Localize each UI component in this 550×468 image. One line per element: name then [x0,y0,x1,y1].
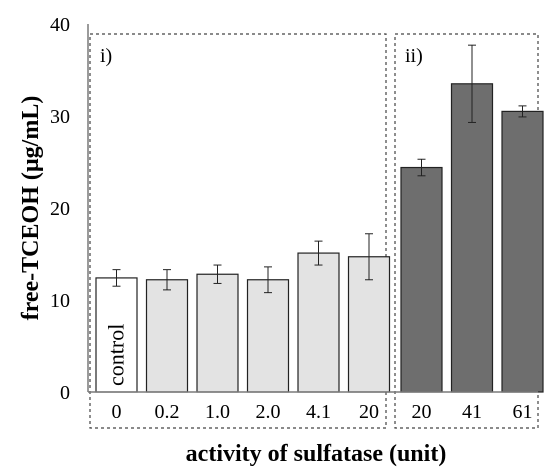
bar [297,252,340,393]
group-box [394,33,539,429]
group-box [89,33,387,429]
x-axis-title: activity of sulfatase (unit) [186,441,447,467]
group-label: ii) [405,45,423,67]
x-tick-label: 4.1 [306,401,331,423]
x-tick-label: 0 [112,401,122,423]
y-tick-label: 0 [60,382,70,404]
bars: control [95,83,544,393]
bar [450,83,494,393]
x-tick-label: 20 [359,401,379,423]
y-axis-title: free-TCEOH (µg/mL) [18,96,44,321]
bar [400,166,443,393]
bar [145,279,189,393]
bar [246,279,290,393]
x-tick-label: 20 [412,401,432,423]
x-tick-label: 41 [462,401,482,423]
x-tick-labels: 0 0.2 1.0 2.0 4.1 20 20 41 61 [112,401,533,423]
bar [95,277,138,393]
bar [501,110,544,393]
error-bars [112,44,527,294]
x-tick-label: 0.2 [155,401,180,423]
control-bar-label: control [104,324,129,386]
x-tick-label: 1.0 [205,401,230,423]
y-tick-label: 10 [50,290,70,312]
y-tick-label: 20 [50,198,70,220]
x-tick-label: 2.0 [256,401,281,423]
group-label: i) [100,45,112,67]
x-tick-label: 61 [513,401,533,423]
y-tick-labels: 0 10 20 30 40 [50,14,70,404]
bar [196,273,239,393]
y-tick-label: 30 [50,106,70,128]
group-boxes: i) ii) [89,33,539,429]
y-tick-label: 40 [50,14,70,36]
